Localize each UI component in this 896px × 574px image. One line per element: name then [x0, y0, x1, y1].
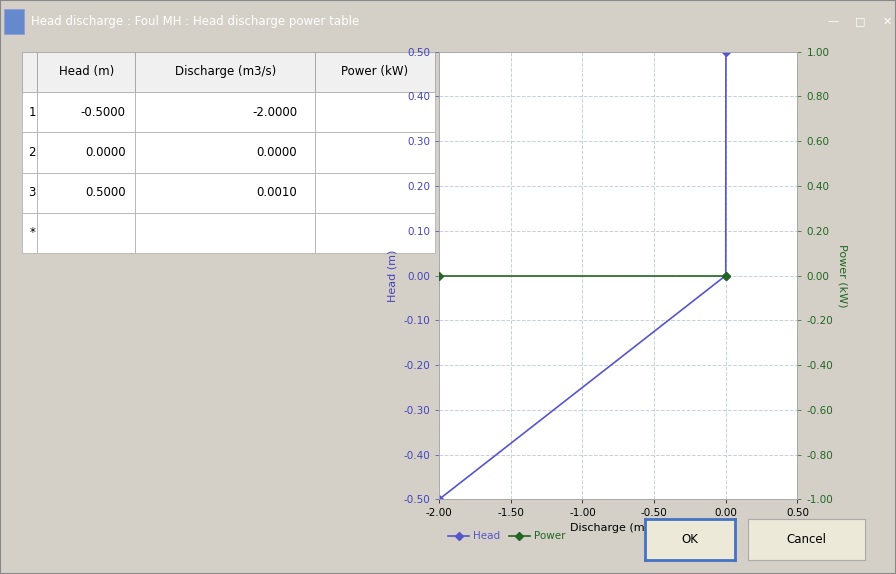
- Text: □: □: [855, 17, 866, 26]
- Text: Head discharge : Foul MH : Head discharge power table: Head discharge : Foul MH : Head discharg…: [31, 15, 359, 28]
- Text: OK: OK: [682, 533, 698, 546]
- Legend: Head, Power: Head, Power: [444, 528, 570, 546]
- Text: Cancel: Cancel: [787, 533, 826, 546]
- Text: ✕: ✕: [883, 17, 892, 26]
- Y-axis label: Power (kW): Power (kW): [837, 244, 847, 307]
- X-axis label: Discharge (m3/s): Discharge (m3/s): [571, 522, 666, 533]
- Y-axis label: Head (m): Head (m): [388, 249, 398, 302]
- FancyBboxPatch shape: [4, 9, 24, 34]
- Text: —: —: [828, 17, 839, 26]
